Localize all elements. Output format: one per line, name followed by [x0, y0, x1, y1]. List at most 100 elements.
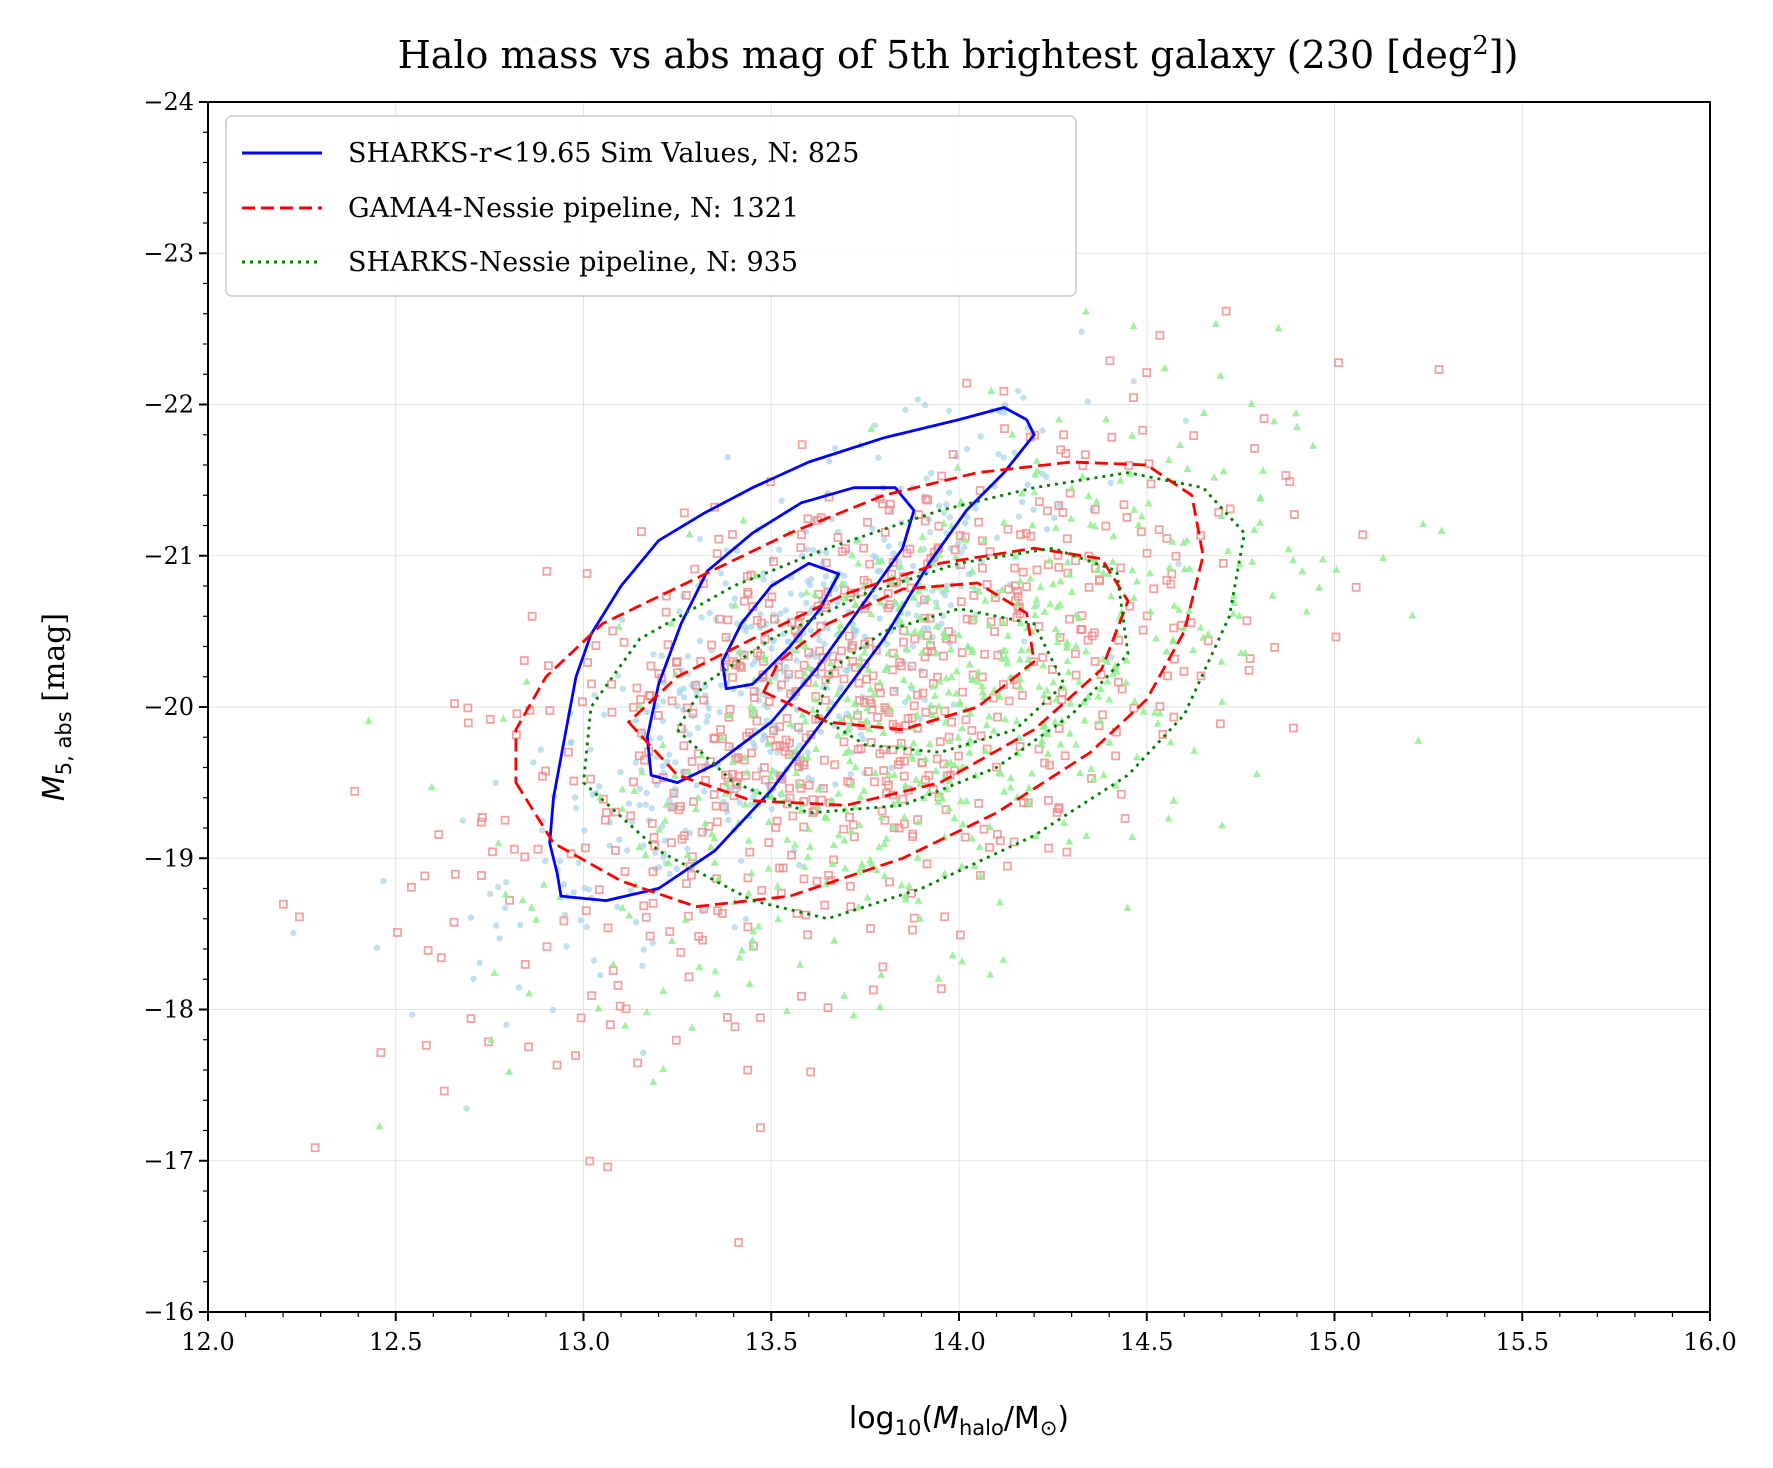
gama-point — [752, 616, 762, 625]
sim-point — [796, 861, 803, 869]
sim-point — [757, 610, 764, 618]
sharks-point — [671, 771, 680, 779]
sharks-point — [1030, 487, 1039, 496]
gama-point — [940, 706, 950, 716]
sharks-point — [1199, 408, 1208, 417]
gama-point — [1244, 665, 1254, 675]
sim-point — [824, 625, 832, 632]
x-tick-label: 15.5 — [1496, 1328, 1549, 1356]
gama-point — [757, 885, 767, 895]
gama-point — [1077, 624, 1087, 634]
sim-point — [476, 959, 483, 966]
gama-point — [993, 712, 1002, 722]
sharks-point — [834, 731, 843, 739]
sharks-point — [1065, 836, 1074, 845]
sharks-point — [1210, 473, 1219, 481]
sim-point — [640, 842, 647, 849]
sharks-point — [945, 804, 954, 812]
gama-point — [1259, 414, 1269, 423]
sharks-point — [1179, 624, 1188, 632]
gama-point — [806, 1067, 816, 1077]
sharks-point — [532, 915, 541, 923]
gama-point — [1111, 751, 1121, 761]
sim-point — [632, 759, 640, 766]
sharks-point — [1001, 714, 1010, 723]
sim-point — [822, 573, 830, 580]
sim-point — [796, 742, 804, 749]
sharks-point — [1217, 657, 1226, 665]
gama-point — [1218, 558, 1228, 568]
gama-point — [785, 783, 794, 793]
sim-point — [768, 805, 775, 813]
gama-point — [648, 867, 658, 877]
sharks-point — [913, 747, 922, 756]
sim-point — [492, 779, 499, 787]
sim-point — [694, 724, 702, 732]
sim-point — [1015, 387, 1022, 395]
sharks-point — [893, 796, 902, 805]
sharks-point — [986, 970, 995, 978]
sharks-point — [952, 666, 961, 675]
gama-point — [833, 533, 843, 542]
sharks-point — [938, 794, 947, 802]
contour-sharks — [676, 546, 1130, 815]
x-tick-label: 13.0 — [557, 1328, 610, 1356]
sharks-point — [853, 707, 862, 715]
sim-point — [731, 595, 738, 602]
sharks-point — [1218, 697, 1227, 706]
gama-point — [921, 775, 930, 785]
sharks-point — [985, 822, 994, 831]
sim-point — [875, 454, 882, 461]
sharks-point — [929, 682, 938, 690]
gama-point — [871, 645, 881, 655]
sim-point — [597, 972, 604, 979]
sim-point — [926, 528, 934, 536]
sharks-point — [490, 968, 499, 977]
gama-point — [691, 680, 701, 690]
sharks-point — [1031, 470, 1040, 478]
gama-point — [918, 669, 928, 679]
sharks-point — [998, 585, 1007, 594]
sharks-point — [685, 530, 694, 538]
sim-point — [977, 433, 984, 440]
sim-point — [945, 407, 953, 415]
sharks-point — [970, 861, 979, 870]
sharks-point — [1026, 574, 1035, 582]
sim-point — [643, 789, 650, 797]
sharks-point — [1016, 618, 1025, 627]
sharks-point — [635, 701, 644, 709]
sharks-point — [946, 645, 955, 653]
gama-point — [724, 742, 734, 752]
gama-point — [1163, 671, 1173, 681]
sim-point — [666, 796, 673, 804]
gama-point — [722, 1013, 732, 1022]
sharks-point — [1179, 538, 1188, 546]
sharks-point — [855, 820, 864, 828]
sharks-point — [609, 960, 618, 968]
gama-point — [859, 543, 869, 553]
sim-point — [530, 759, 537, 766]
sim-point — [696, 637, 704, 645]
gama-point — [1154, 525, 1164, 535]
gama-point — [1142, 611, 1152, 621]
sharks-point — [1437, 526, 1446, 535]
sharks-point — [970, 614, 979, 622]
gama-point — [866, 924, 875, 933]
sharks-point — [744, 889, 753, 897]
sharks-point — [1032, 456, 1041, 465]
sim-point — [778, 497, 785, 504]
sharks-point — [801, 669, 810, 677]
gama-point — [1334, 358, 1344, 368]
gama-point — [907, 661, 917, 671]
sharks-point — [1046, 599, 1055, 608]
sharks-point — [1133, 577, 1142, 585]
sim-point — [881, 536, 888, 543]
gama-point — [899, 771, 909, 781]
sim-point — [493, 922, 500, 929]
sim-point — [793, 657, 800, 664]
sharks-point — [1408, 611, 1417, 619]
sharks-point — [1196, 623, 1205, 631]
sim-point — [1011, 449, 1018, 456]
sim-point — [577, 916, 584, 924]
sharks-point — [667, 936, 676, 945]
